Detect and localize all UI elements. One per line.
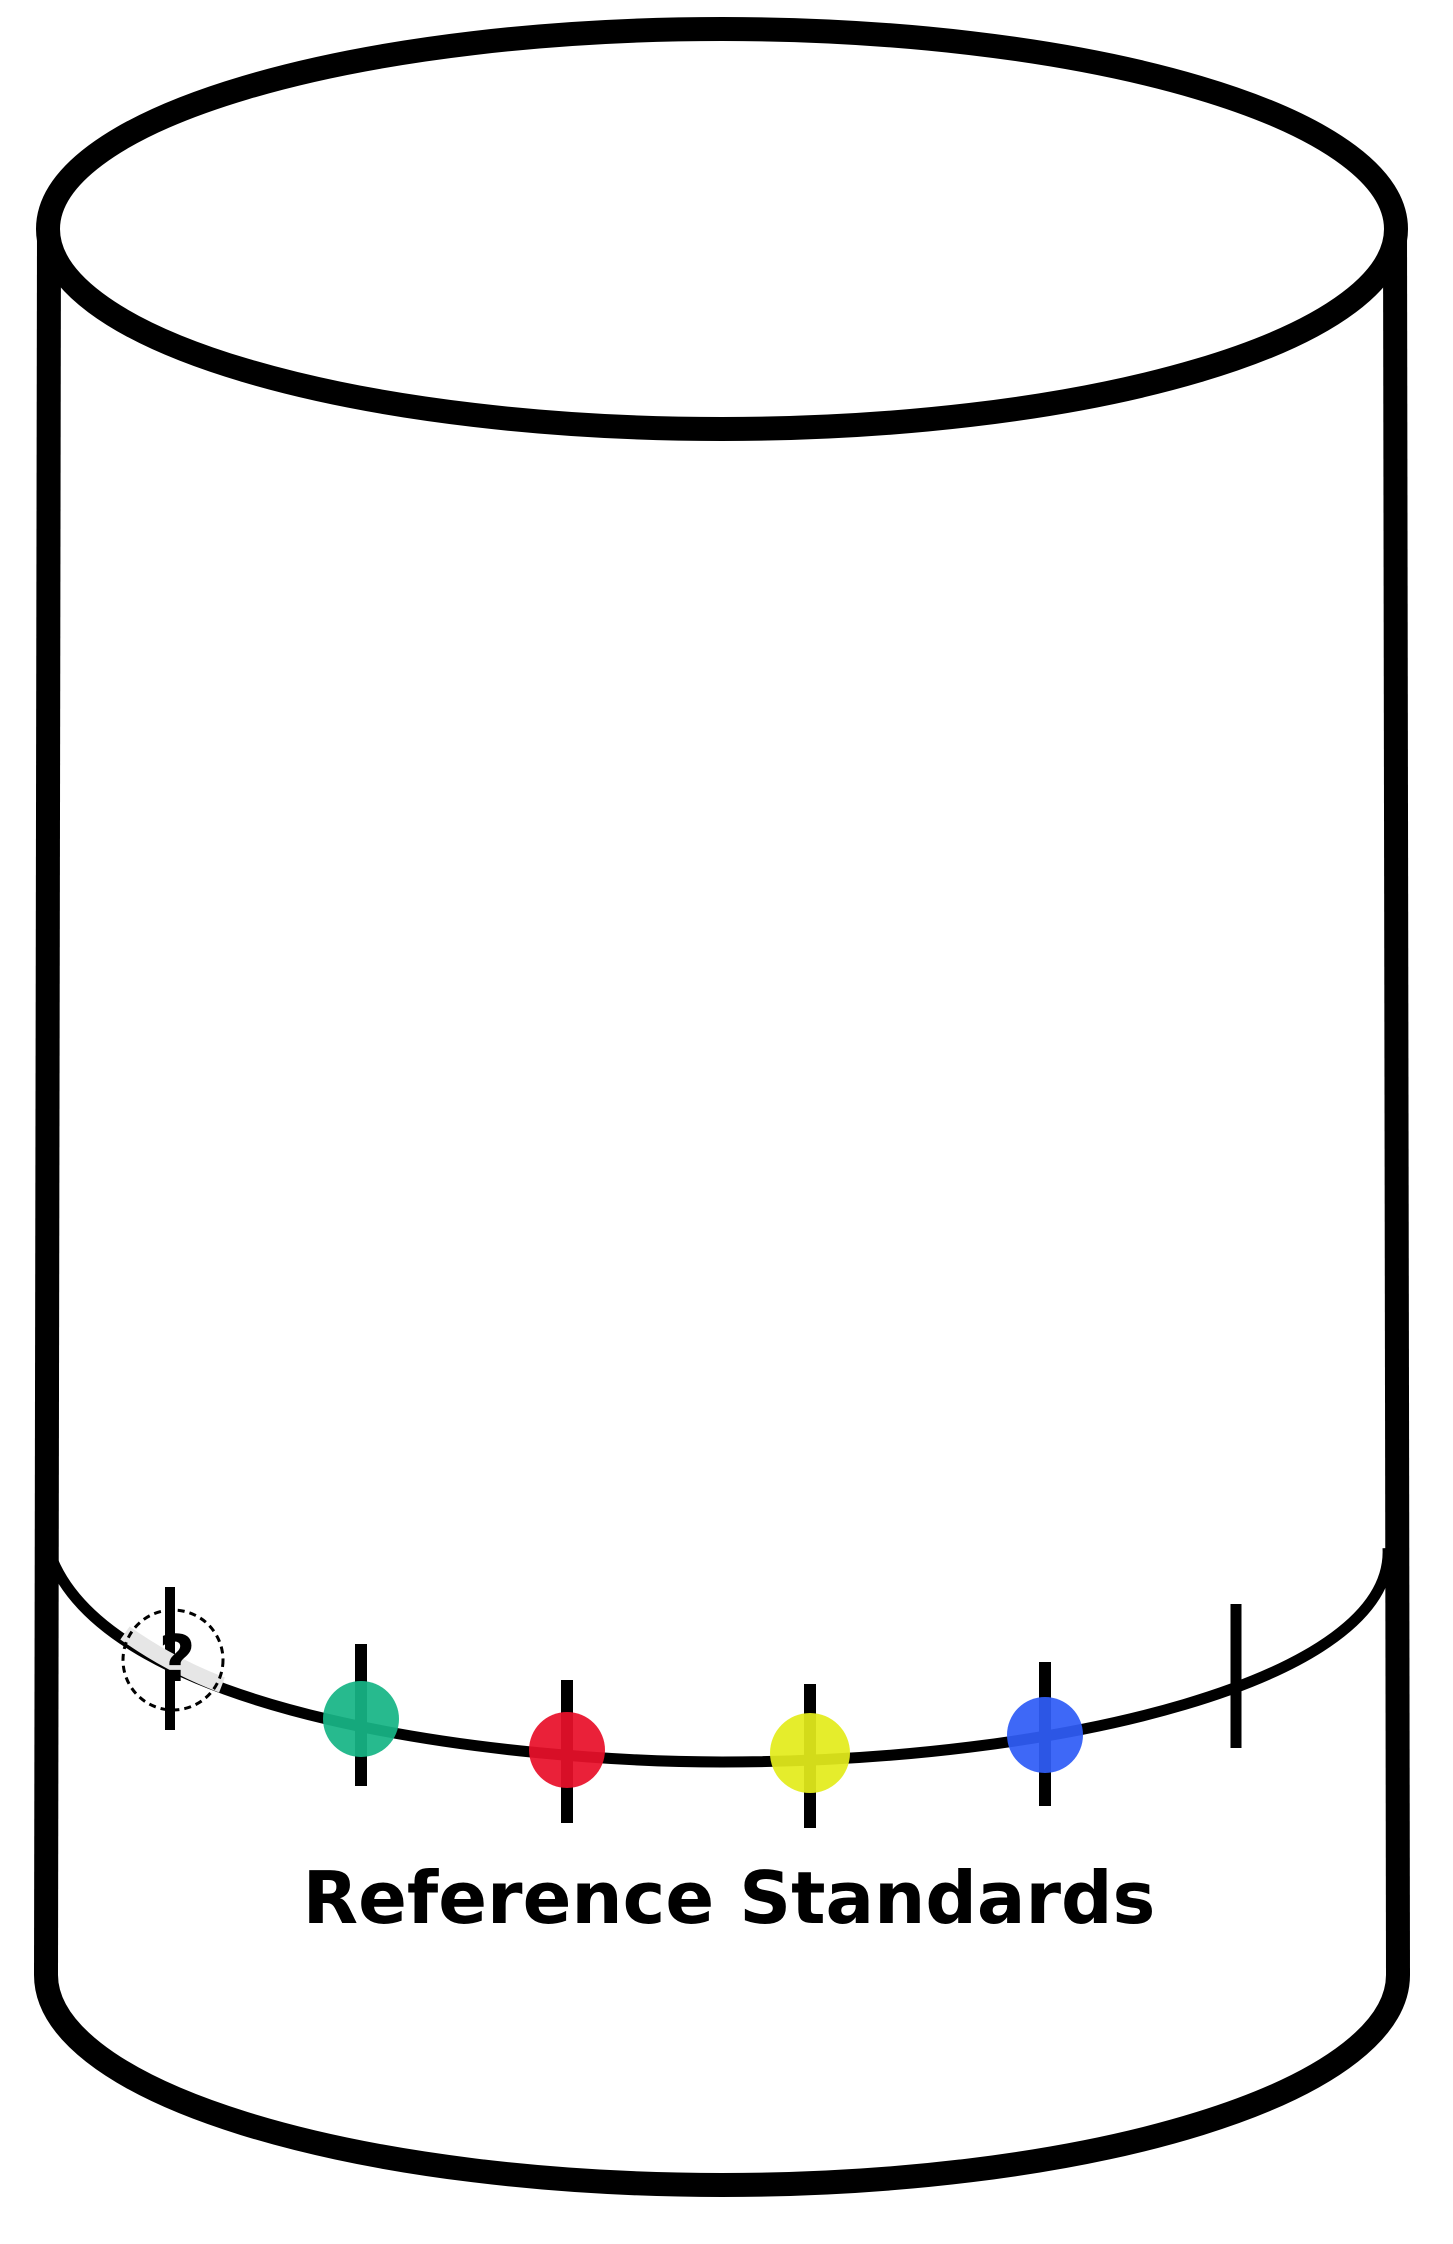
unknown-sample-circle <box>121 1608 225 1712</box>
reference-band-curve <box>42 1546 1394 1768</box>
cylinder-bottom-edge <box>34 1974 1410 2197</box>
standard-dot-yellow <box>770 1713 850 1793</box>
standard-marker-yellow <box>770 1684 850 1828</box>
cylinder-top-ellipse <box>36 17 1408 441</box>
standard-marker-green <box>323 1644 399 1786</box>
reference-standards-caption: Reference Standards <box>303 1856 1156 1940</box>
standard-marker-red <box>529 1680 605 1823</box>
standard-dot-red <box>529 1712 605 1788</box>
cylinder-left-wall <box>34 229 61 1976</box>
cylinder-right-wall <box>1383 229 1410 1976</box>
unknown-sample-marker: ? <box>120 1587 225 1730</box>
unknown-question-mark: ? <box>158 1623 195 1697</box>
standard-dot-blue <box>1007 1697 1083 1773</box>
unknown-band-segment <box>120 1626 225 1693</box>
standard-dot-green <box>323 1681 399 1757</box>
standard-marker-blue <box>1007 1662 1083 1806</box>
